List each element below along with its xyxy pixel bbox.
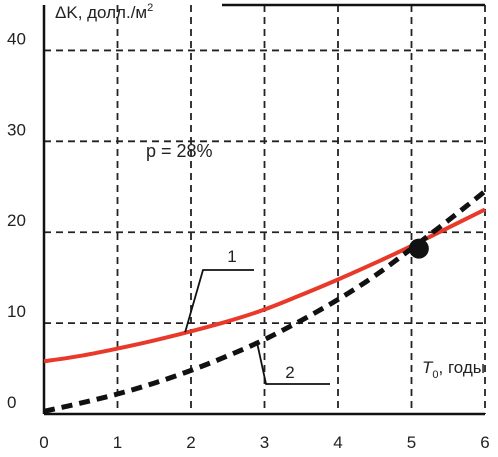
y-tick-label-30: 30 (7, 120, 26, 139)
x-tick-label-0: 0 (39, 433, 48, 452)
y-tick-label-0: 0 (7, 393, 16, 412)
x-axis-label-var: T (422, 358, 434, 377)
annotation-p: p = 28% (146, 141, 213, 161)
y-axis-label: ΔK, долл./м2 (55, 2, 153, 22)
grid (44, 5, 486, 414)
x-axis-label-unit: , годы (439, 358, 486, 377)
intersection-point (408, 238, 429, 259)
x-tick-label-1: 1 (113, 433, 122, 452)
y-tick-label-40: 40 (7, 29, 26, 48)
x-tick-label-5: 5 (407, 433, 416, 452)
marks: 12 (184, 238, 429, 385)
series-label-leader-2 (256, 342, 330, 385)
series-label-1: 1 (227, 247, 236, 266)
x-tick-label-2: 2 (186, 433, 195, 452)
x-axis-label-subscript: 0 (432, 369, 438, 381)
y-tick-label-10: 10 (7, 302, 26, 321)
y-tick-label-20: 20 (7, 211, 26, 230)
x-tick-label-3: 3 (260, 433, 269, 452)
y-axis-label-superscript: 2 (147, 2, 153, 14)
x-tick-label-6: 6 (480, 433, 489, 452)
x-tick-label-4: 4 (333, 433, 342, 452)
series-label-2: 2 (285, 363, 294, 382)
y-axis-label-main: ΔK, долл./м (55, 3, 147, 22)
series-label-leader-1 (184, 269, 254, 333)
axes (42, 3, 485, 416)
x-axis-label: T0, годы (422, 358, 485, 381)
